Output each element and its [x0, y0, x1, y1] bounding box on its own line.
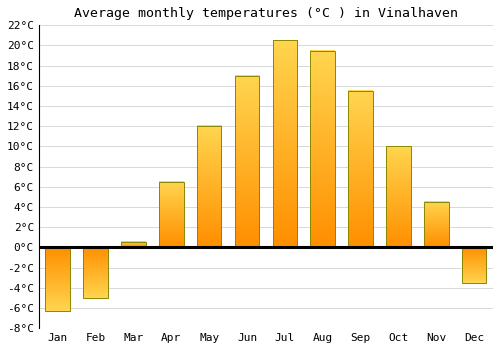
Bar — [159, 182, 184, 247]
Bar — [46, 247, 70, 311]
Bar — [310, 50, 335, 247]
Bar — [197, 126, 222, 247]
Title: Average monthly temperatures (°C ) in Vinalhaven: Average monthly temperatures (°C ) in Vi… — [74, 7, 458, 20]
Bar — [84, 247, 108, 298]
Bar — [386, 146, 410, 247]
Bar — [462, 247, 486, 283]
Bar — [234, 76, 260, 247]
Bar — [348, 91, 373, 247]
Bar — [272, 40, 297, 247]
Bar — [424, 202, 448, 247]
Bar — [121, 242, 146, 247]
